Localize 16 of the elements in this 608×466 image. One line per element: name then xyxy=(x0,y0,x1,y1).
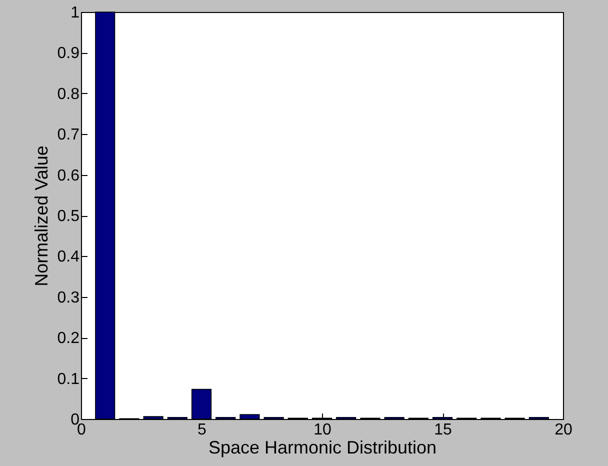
y-tick-label: 0.3 xyxy=(57,289,80,306)
x-tick-label: 15 xyxy=(434,422,452,438)
y-tick-label: 1 xyxy=(70,4,80,22)
x-axis-title: Space Harmonic Distribution xyxy=(208,438,437,458)
x-tick-label: 5 xyxy=(198,422,207,438)
y-tick-label: 0.6 xyxy=(57,167,80,184)
y-tick-label: 0.2 xyxy=(57,330,80,348)
y-tick-label: 0.1 xyxy=(57,370,80,388)
y-tick-label: 0.7 xyxy=(57,126,80,144)
y-tick-label: 0.9 xyxy=(57,45,80,62)
y-axis-title: Normalized Value xyxy=(31,146,52,286)
y-tick-label: 0.4 xyxy=(57,248,80,266)
x-tick-label: 20 xyxy=(554,422,572,438)
y-tick-label: 0.8 xyxy=(57,86,80,103)
y-tick-label: 0.5 xyxy=(57,208,80,225)
x-tick-label: 10 xyxy=(314,422,332,438)
